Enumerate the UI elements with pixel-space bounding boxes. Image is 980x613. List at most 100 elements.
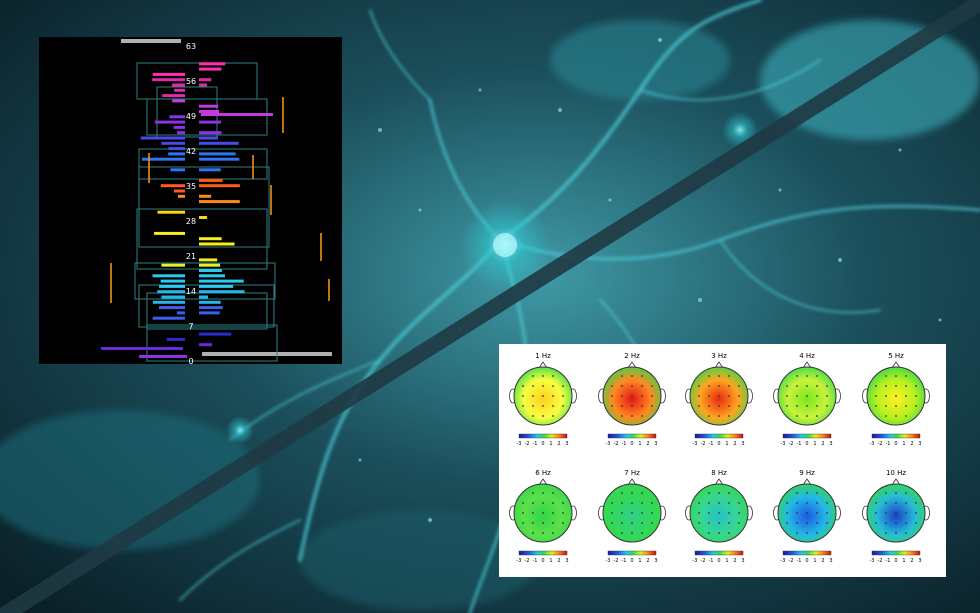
electrode-dot: [641, 492, 643, 494]
electrode-dot: [552, 385, 554, 387]
topomap-title: 3 Hz: [711, 352, 727, 360]
electrode-dot: [718, 502, 720, 504]
electrode-dot: [718, 522, 720, 524]
electrode-dot: [641, 405, 643, 407]
colorbar-tick-label: -3: [693, 558, 698, 564]
colorbar-tick-label: 3: [918, 558, 921, 564]
electrode-dot: [542, 395, 544, 397]
colorbar-tick-label: 1: [902, 558, 905, 564]
axis-tick-label: 49: [186, 112, 196, 121]
electrode-dot: [796, 405, 798, 407]
channel-bar: [199, 184, 240, 188]
colorbar-tick-label: -2: [789, 441, 794, 447]
electrode-dot: [542, 532, 544, 534]
nose-icon: [802, 478, 812, 486]
electrode-dot: [552, 492, 554, 494]
electrode-dot: [786, 385, 788, 387]
colorbar-tick-label: -2: [878, 558, 883, 564]
electrode-dot: [698, 395, 700, 397]
electrode-dot: [875, 512, 877, 514]
electrode-dot: [708, 395, 710, 397]
electrode-dot: [796, 415, 798, 417]
channel-bar: [152, 300, 185, 304]
electrode-dot: [522, 405, 524, 407]
electrode-dot: [552, 415, 554, 417]
colorbar-tick-label: 3: [918, 441, 921, 447]
electrode-dot: [875, 502, 877, 504]
colorbar-tick-label: 0: [894, 441, 897, 447]
electrode-dot: [728, 502, 730, 504]
electrode-dot: [895, 385, 897, 387]
axis-tick-label: 21: [186, 252, 196, 261]
electrode-dot: [826, 512, 828, 514]
electrode-dot: [806, 532, 808, 534]
channel-bar: [141, 157, 185, 161]
electrode-dot: [816, 375, 818, 377]
channel-bar: [166, 337, 185, 341]
colorbar-tick-label: -2: [701, 558, 706, 564]
colorbar-tick-label: -1: [797, 441, 802, 447]
electrode-dot: [796, 532, 798, 534]
electrode-dot: [885, 395, 887, 397]
colorbar-tick-label: 0: [805, 441, 808, 447]
electrode-dot: [542, 405, 544, 407]
axis-tick-label: 56: [186, 77, 196, 86]
colorbar-tick-label: 3: [741, 558, 744, 564]
channel-bar: [152, 316, 185, 320]
electrode-dot: [641, 522, 643, 524]
channel-bar: [199, 62, 226, 66]
electrode-dot: [738, 405, 740, 407]
electrode-dot: [651, 502, 653, 504]
electrode-dot: [718, 492, 720, 494]
colorbar-tick-label: -2: [701, 441, 706, 447]
topographic-maps-panel: 1 Hz -3 -2 -1 0 1 2 3 2 Hz -3 -2 -1 0 1 2 3 3 Hz -3 -2 -1 0 1…: [499, 344, 946, 577]
electrode-dot: [826, 522, 828, 524]
colorbar-tick-label: 1: [549, 441, 552, 447]
colorbar-tick-label: -3: [517, 441, 522, 447]
channel-bar: [201, 113, 273, 116]
channel-bar: [159, 284, 185, 288]
electrode-dot: [708, 502, 710, 504]
electrode-dot: [621, 395, 623, 397]
colorbar-tick-label: -2: [525, 441, 530, 447]
electrode-dot: [875, 522, 877, 524]
electrode-dot: [621, 522, 623, 524]
electrode-dot: [786, 405, 788, 407]
channel-bar: [199, 263, 221, 267]
electrode-dot: [532, 492, 534, 494]
topomap-title: 2 Hz: [624, 352, 640, 360]
electrode-dot: [728, 395, 730, 397]
electrode-dot: [621, 375, 623, 377]
electrode-dot: [611, 395, 613, 397]
channel-group-box: [146, 98, 268, 136]
colorbar-tick-label: -2: [878, 441, 883, 447]
electrode-dot: [542, 375, 544, 377]
colorbar-tick-label: 2: [821, 441, 824, 447]
nose-icon: [891, 478, 901, 486]
colorbar-tick-label: 0: [805, 558, 808, 564]
electrode-dot: [895, 405, 897, 407]
electrode-dot: [826, 405, 828, 407]
colorbar-tick-label: 0: [894, 558, 897, 564]
colorbar-tick-label: -1: [533, 558, 538, 564]
electrode-dot: [621, 405, 623, 407]
electrode-dot: [631, 512, 633, 514]
electrode-dot: [905, 395, 907, 397]
channel-bar: [199, 178, 223, 182]
electrode-dot: [552, 405, 554, 407]
electrode-dot: [651, 385, 653, 387]
colorbar-tick-label: -1: [709, 441, 714, 447]
electrode-dot: [631, 385, 633, 387]
topomap-title: 9 Hz: [799, 469, 815, 477]
electrode-dot: [895, 532, 897, 534]
electrode-dot: [738, 502, 740, 504]
electrode-dot: [532, 385, 534, 387]
electrode-dot: [895, 502, 897, 504]
channel-bar: [178, 194, 185, 198]
colorbar-tick-label: 2: [646, 441, 649, 447]
colorbar: [694, 433, 744, 439]
channel-bar: [199, 279, 244, 283]
topomap-title: 6 Hz: [535, 469, 551, 477]
electrode-dot: [522, 385, 524, 387]
electrode-dot: [728, 492, 730, 494]
